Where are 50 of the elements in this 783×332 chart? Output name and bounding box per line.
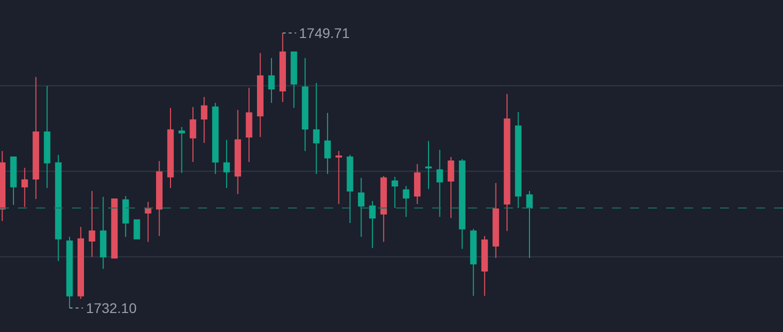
candlestick (100, 196, 106, 270)
candlestick (448, 156, 454, 218)
candlestick (470, 228, 477, 296)
candlestick (178, 126, 185, 174)
candlestick (414, 163, 421, 204)
candlestick (515, 111, 522, 209)
candlestick (44, 85, 50, 189)
candlestick (358, 177, 364, 238)
candlestick (492, 182, 500, 258)
candlestick (0, 150, 6, 222)
candlestick (10, 156, 17, 206)
candlestick (156, 160, 163, 236)
candlestick (436, 149, 443, 218)
candlestick (504, 94, 510, 232)
candlestick (313, 82, 320, 174)
candlestick (111, 198, 118, 258)
candlestick (223, 139, 230, 189)
candlestick (134, 219, 140, 240)
candlestick (88, 190, 96, 258)
candlestick (290, 52, 298, 108)
candlestick (78, 226, 84, 300)
candlestick (425, 140, 432, 190)
candlestick (481, 235, 488, 296)
candlestick (257, 52, 264, 138)
candlestick (55, 154, 62, 262)
candlestick (190, 106, 196, 162)
candlestick (246, 87, 252, 162)
candlestick (167, 107, 174, 189)
candlestick (279, 32, 286, 102)
annotation: 1749.71 (299, 25, 350, 41)
annotation: 1732.10 (86, 300, 137, 316)
candlestick (324, 112, 331, 174)
candlestick (212, 102, 219, 174)
candlestick (268, 57, 275, 104)
candlestick (336, 150, 342, 204)
candlestick (392, 176, 398, 209)
candlestick (21, 167, 28, 208)
candlestick (458, 158, 466, 250)
candlestick (234, 109, 242, 194)
candlestick (66, 236, 73, 308)
candlestick (200, 96, 208, 144)
candlestick (402, 185, 410, 218)
candlestick (144, 201, 152, 242)
candlestick (526, 190, 533, 258)
candlestick (380, 175, 387, 242)
candlestick (122, 195, 129, 238)
candlestick (32, 76, 40, 200)
candlestick (346, 154, 354, 224)
candlestick (302, 57, 308, 152)
candlestick (369, 200, 376, 248)
